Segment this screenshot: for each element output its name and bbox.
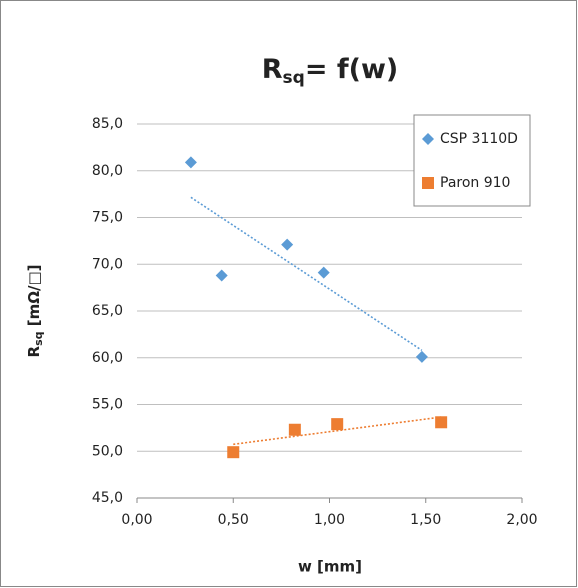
point: [317, 266, 330, 279]
legend-label: Paron 910: [440, 175, 510, 191]
point: [184, 156, 197, 169]
title-sub: sq: [283, 68, 305, 88]
y-tick-label: 50,0: [92, 443, 123, 459]
legend-label: CSP 3110D: [440, 131, 518, 147]
y-tick-label: 45,0: [92, 490, 123, 506]
title-main: R: [262, 54, 283, 85]
trendline: [233, 416, 442, 446]
y-tick-label: 85,0: [92, 116, 123, 132]
y-axis-title: Rsq [mΩ/□]: [25, 265, 46, 358]
y-tick-label: 70,0: [92, 256, 123, 272]
y-tick-label: 80,0: [92, 163, 123, 179]
x-tick-label: 0,00: [121, 512, 152, 528]
x-tick-label: 0,50: [218, 512, 249, 528]
point: [215, 269, 228, 282]
x-axis-title: w [mm]: [298, 558, 362, 576]
y-label-main: R: [25, 345, 43, 357]
point: [281, 238, 294, 251]
point: [288, 423, 301, 436]
y-label-sub: sq: [32, 331, 45, 345]
y-label-rest: [mΩ/□]: [25, 265, 43, 332]
x-tick-label: 1,00: [314, 512, 345, 528]
legend-marker: [422, 177, 434, 189]
y-tick-label: 55,0: [92, 397, 123, 413]
point: [227, 446, 240, 459]
y-tick-label: 65,0: [92, 303, 123, 319]
point: [331, 418, 344, 431]
point: [435, 416, 448, 429]
point: [415, 350, 428, 363]
chart-title: Rsq= f(w): [262, 54, 399, 89]
x-tick-label: 1,50: [410, 512, 441, 528]
y-tick-label: 60,0: [92, 350, 123, 366]
legend-box: [413, 114, 531, 207]
title-rest: = f(w): [305, 54, 398, 85]
x-tick-label: 2,00: [506, 512, 537, 528]
y-tick-label: 75,0: [92, 210, 123, 226]
legend-marker: [422, 133, 434, 145]
